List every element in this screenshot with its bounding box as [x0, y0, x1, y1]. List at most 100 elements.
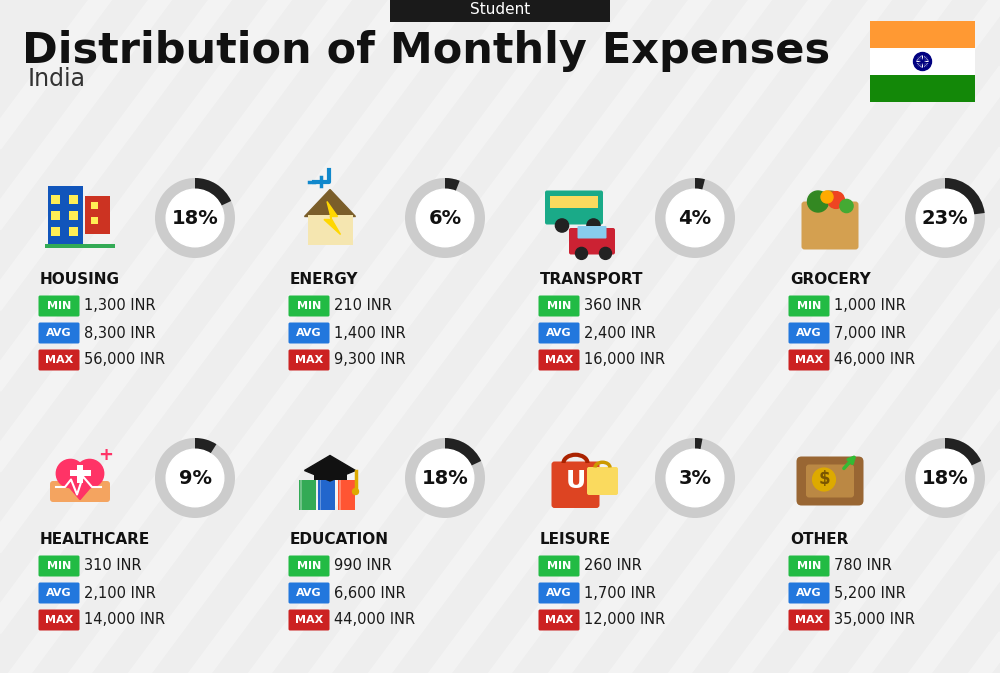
FancyBboxPatch shape	[538, 555, 580, 577]
FancyBboxPatch shape	[69, 194, 78, 204]
FancyBboxPatch shape	[48, 186, 83, 247]
Text: 46,000 INR: 46,000 INR	[834, 353, 915, 367]
Circle shape	[600, 248, 612, 259]
FancyBboxPatch shape	[338, 479, 355, 509]
FancyBboxPatch shape	[318, 479, 335, 509]
Text: MAX: MAX	[545, 615, 573, 625]
Wedge shape	[945, 438, 981, 466]
FancyBboxPatch shape	[38, 322, 80, 343]
Text: 35,000 INR: 35,000 INR	[834, 612, 915, 627]
Text: MIN: MIN	[297, 561, 321, 571]
Circle shape	[352, 489, 358, 495]
Circle shape	[166, 449, 224, 507]
Text: 18%: 18%	[422, 468, 468, 487]
Text: 7,000 INR: 7,000 INR	[834, 326, 906, 341]
Text: LEISURE: LEISURE	[540, 532, 611, 548]
FancyBboxPatch shape	[70, 470, 90, 476]
Text: 18%: 18%	[922, 468, 968, 487]
Text: MIN: MIN	[47, 301, 71, 311]
FancyBboxPatch shape	[538, 295, 580, 316]
FancyBboxPatch shape	[806, 464, 854, 497]
Text: MIN: MIN	[797, 561, 821, 571]
Circle shape	[840, 199, 853, 213]
FancyBboxPatch shape	[538, 610, 580, 631]
FancyBboxPatch shape	[288, 555, 330, 577]
Text: AVG: AVG	[796, 328, 822, 338]
Wedge shape	[195, 178, 231, 206]
Text: 780 INR: 780 INR	[834, 559, 892, 573]
FancyBboxPatch shape	[69, 227, 78, 236]
Circle shape	[916, 449, 974, 507]
FancyBboxPatch shape	[38, 295, 80, 316]
Text: 360 INR: 360 INR	[584, 299, 642, 314]
FancyBboxPatch shape	[788, 295, 830, 316]
FancyBboxPatch shape	[802, 201, 858, 250]
Wedge shape	[905, 178, 985, 258]
Circle shape	[166, 189, 224, 247]
Text: 44,000 INR: 44,000 INR	[334, 612, 415, 627]
Circle shape	[666, 449, 724, 507]
FancyBboxPatch shape	[91, 217, 98, 223]
FancyBboxPatch shape	[77, 464, 83, 483]
FancyBboxPatch shape	[320, 479, 321, 509]
Text: 6%: 6%	[428, 209, 462, 227]
Text: MAX: MAX	[795, 615, 823, 625]
FancyBboxPatch shape	[552, 462, 600, 508]
Text: 1,400 INR: 1,400 INR	[334, 326, 406, 341]
FancyBboxPatch shape	[45, 244, 115, 248]
Text: HOUSING: HOUSING	[40, 273, 120, 287]
Text: +: +	[98, 446, 113, 464]
Text: 1,000 INR: 1,000 INR	[834, 299, 906, 314]
Text: 4%: 4%	[678, 209, 712, 227]
Text: OTHER: OTHER	[790, 532, 848, 548]
Text: 14,000 INR: 14,000 INR	[84, 612, 165, 627]
Text: MIN: MIN	[797, 301, 821, 311]
Text: AVG: AVG	[796, 588, 822, 598]
FancyBboxPatch shape	[788, 349, 830, 371]
Circle shape	[416, 189, 474, 247]
Circle shape	[808, 191, 828, 212]
Circle shape	[555, 219, 569, 232]
FancyBboxPatch shape	[550, 195, 598, 207]
Wedge shape	[945, 178, 985, 215]
FancyBboxPatch shape	[51, 194, 60, 204]
FancyBboxPatch shape	[538, 583, 580, 604]
Circle shape	[56, 460, 84, 488]
Circle shape	[576, 248, 588, 259]
Wedge shape	[195, 438, 216, 454]
Wedge shape	[695, 438, 702, 450]
Wedge shape	[445, 178, 460, 191]
Circle shape	[917, 56, 928, 67]
Wedge shape	[155, 178, 235, 258]
FancyBboxPatch shape	[288, 583, 330, 604]
Circle shape	[914, 52, 932, 71]
Circle shape	[587, 219, 600, 232]
Circle shape	[416, 449, 474, 507]
Circle shape	[916, 189, 974, 247]
Text: MAX: MAX	[795, 355, 823, 365]
Wedge shape	[655, 178, 735, 258]
Text: TRANSPORT: TRANSPORT	[540, 273, 644, 287]
FancyBboxPatch shape	[288, 295, 330, 316]
FancyBboxPatch shape	[308, 215, 352, 245]
Wedge shape	[405, 438, 485, 518]
Text: 18%: 18%	[172, 209, 218, 227]
Text: 56,000 INR: 56,000 INR	[84, 353, 165, 367]
Text: 23%: 23%	[922, 209, 968, 227]
Circle shape	[813, 468, 835, 491]
Text: AVG: AVG	[296, 328, 322, 338]
Text: 9%: 9%	[178, 468, 212, 487]
Polygon shape	[324, 201, 340, 234]
FancyBboxPatch shape	[69, 211, 78, 220]
Polygon shape	[58, 474, 102, 499]
Text: MIN: MIN	[47, 561, 71, 571]
Text: AVG: AVG	[46, 588, 72, 598]
FancyBboxPatch shape	[545, 190, 603, 225]
Wedge shape	[655, 438, 735, 518]
Text: India: India	[28, 67, 86, 91]
Text: AVG: AVG	[46, 328, 72, 338]
FancyBboxPatch shape	[390, 0, 610, 22]
Wedge shape	[695, 178, 705, 190]
FancyBboxPatch shape	[38, 555, 80, 577]
FancyBboxPatch shape	[288, 322, 330, 343]
